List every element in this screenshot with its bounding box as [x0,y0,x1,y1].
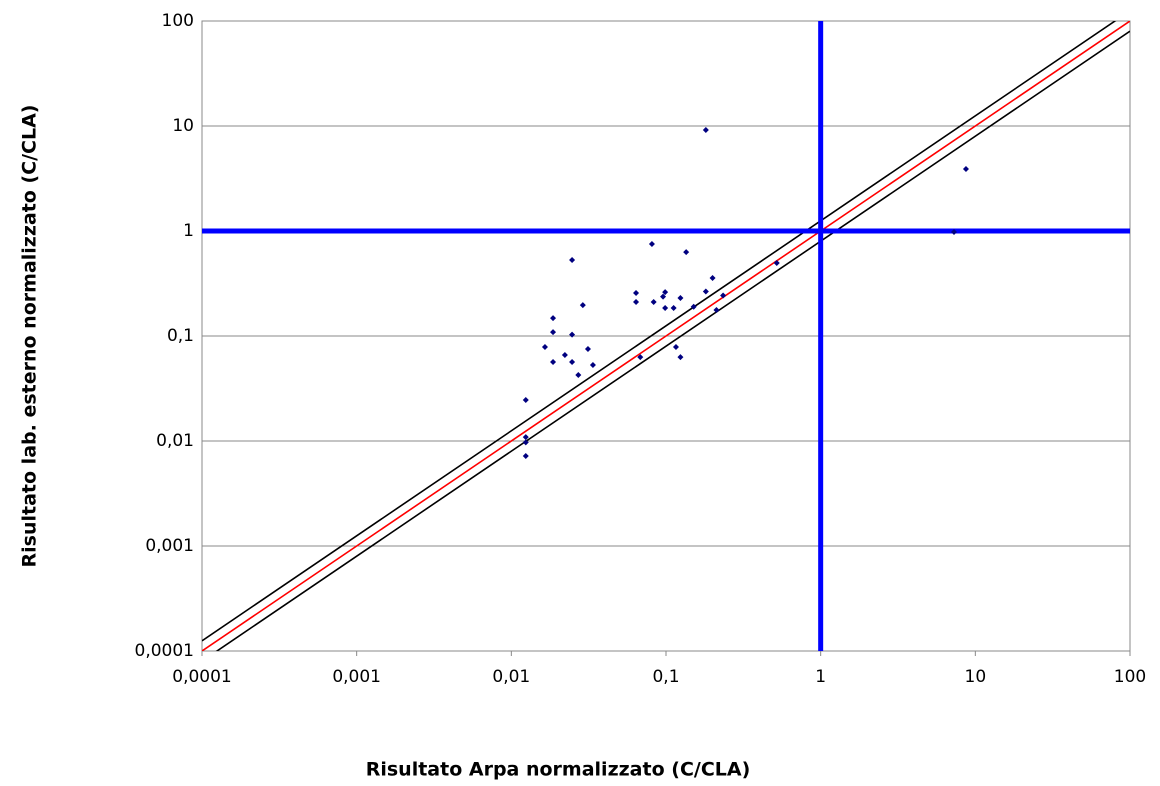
x-tick-label: 100 [1114,667,1146,687]
point [633,289,640,296]
point [670,304,677,311]
point [713,306,720,313]
point [773,259,780,266]
point [962,166,969,173]
x-tick-label: 0,01 [492,667,530,687]
y-tick-label: 0,0001 [135,641,194,661]
y-tick-label: 0,1 [167,326,194,346]
point [677,354,684,361]
point [584,345,591,352]
point [637,354,644,361]
y-tick-label: 0,001 [145,536,194,556]
reference-line [202,21,1117,642]
point [951,229,958,236]
point [677,295,684,302]
point [702,126,709,133]
point [550,315,557,322]
y-tick-label: 10 [172,116,194,136]
point [633,298,640,305]
point [561,352,568,359]
point [683,249,690,256]
x-tick-label: 0,1 [652,667,679,687]
point [589,361,596,368]
y-tick-label: 1 [183,221,194,241]
x-tick-label: 0,0001 [172,667,231,687]
point [550,329,557,336]
point [650,298,657,305]
y-tick-label: 0,01 [156,431,194,451]
point [522,439,529,446]
point [569,359,576,366]
reference-line [215,30,1130,651]
reference-line [202,21,1130,651]
point [579,302,586,309]
x-tick-label: 1 [815,667,826,687]
point [522,452,529,459]
point [660,293,667,300]
y-tick-label: 100 [162,11,194,31]
point [672,344,679,351]
point [541,344,548,351]
plot-frame [201,20,1131,652]
point [648,240,655,247]
point [709,274,716,281]
point [690,303,697,310]
point [522,396,529,403]
y-axis-title: Risultato lab. esterno normalizzato (C/C… [19,105,41,568]
point [569,256,576,263]
x-tick-label: 10 [965,667,987,687]
point [720,292,727,299]
point [702,288,709,295]
x-tick-label: 0,001 [332,667,381,687]
point [550,359,557,366]
point [662,304,669,311]
point [522,434,529,441]
point [575,372,582,379]
x-axis-title: Risultato Arpa normalizzato (C/CLA) [366,759,751,781]
point [569,331,576,338]
point [662,289,669,296]
